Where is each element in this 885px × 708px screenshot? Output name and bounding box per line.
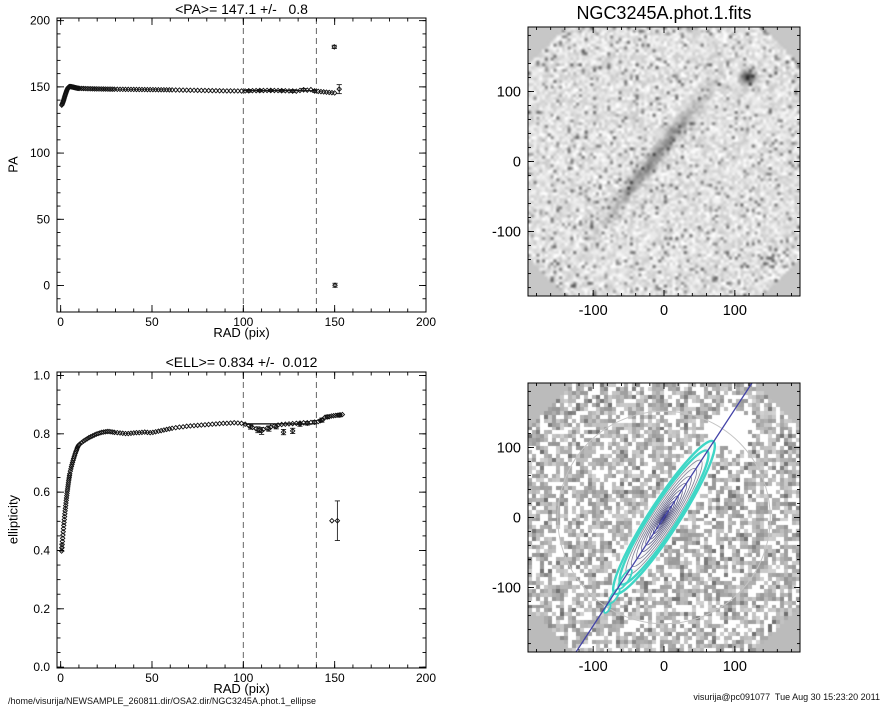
- svg-text:0.2: 0.2: [33, 602, 50, 616]
- svg-text:200: 200: [416, 315, 436, 329]
- ell_profile-points: [58, 411, 346, 554]
- svg-text:1.0: 1.0: [33, 368, 50, 382]
- svg-text:0: 0: [660, 659, 668, 675]
- svg-text:50: 50: [145, 315, 159, 329]
- svg-text:50: 50: [145, 671, 159, 685]
- svg-text:0.4: 0.4: [33, 543, 50, 557]
- svg-text:100: 100: [497, 440, 521, 456]
- svg-text:0.8: 0.8: [33, 427, 50, 441]
- rad-axis-label-top: RAD (pix): [213, 325, 270, 340]
- pa_profile-points: [58, 44, 343, 289]
- pa_profile-plot: 0 50 100 150 200 0 50 100 150 200: [30, 14, 436, 329]
- svg-text:100: 100: [497, 84, 521, 100]
- ell_profile-plot: 0 50 100 150 200 0.0 0.2 0.4 0.6 0.8 1.0: [33, 368, 436, 685]
- ell-plot-title: <ELL>= 0.834 +/- 0.012: [165, 354, 318, 370]
- svg-text:150: 150: [325, 671, 345, 685]
- svg-text:-100: -100: [579, 659, 608, 675]
- svg-text:200: 200: [30, 14, 50, 28]
- svg-text:0: 0: [513, 511, 521, 527]
- pa-plot-title: <PA>= 147.1 +/- 0.8: [175, 1, 308, 17]
- footer-user-timestamp: visurija@pc091077 Tue Aug 30 15:23:20 20…: [693, 692, 880, 702]
- svg-text:-100: -100: [492, 581, 521, 597]
- pa_profile-axes: 0 50 100 150 200 0 50 100 150 200: [30, 14, 436, 329]
- svg-text:50: 50: [37, 212, 51, 226]
- pa-axis-label: PA: [5, 156, 21, 173]
- galaxy_image-axes: -100 0 100 -100 0 100: [492, 26, 801, 319]
- svg-text:0: 0: [43, 279, 50, 293]
- svg-text:100: 100: [233, 671, 253, 685]
- svg-text:100: 100: [233, 315, 253, 329]
- galaxy-image-canvas: [528, 27, 800, 296]
- svg-text:150: 150: [325, 315, 345, 329]
- svg-text:0: 0: [660, 303, 668, 319]
- svg-text:0.6: 0.6: [33, 485, 50, 499]
- ell_profile-axes: 0 50 100 150 200 0.0 0.2 0.4 0.6 0.8 1.0: [33, 368, 436, 685]
- svg-text:100: 100: [723, 303, 747, 319]
- footer-file-path: /home/visurija/NEWSAMPLE_260811.dir/OSA2…: [8, 696, 316, 706]
- contour_image-axes: -100 0 100 -100 0 100: [492, 382, 801, 675]
- svg-text:-100: -100: [492, 225, 521, 241]
- rad-axis-label-bottom: RAD (pix): [213, 681, 270, 696]
- svg-text:200: 200: [416, 671, 436, 685]
- svg-text:0: 0: [57, 671, 64, 685]
- svg-text:100: 100: [723, 659, 747, 675]
- ellipticity-axis-label: ellipticity: [5, 494, 21, 545]
- svg-text:-100: -100: [579, 303, 608, 319]
- svg-text:100: 100: [30, 146, 50, 160]
- fits-filename-title: NGC3245A.phot.1.fits: [576, 3, 752, 23]
- svg-text:0: 0: [513, 155, 521, 171]
- svg-text:150: 150: [30, 80, 50, 94]
- svg-text:0: 0: [57, 315, 64, 329]
- svg-text:0.0: 0.0: [33, 660, 50, 674]
- isophote-overlay: [557, 383, 771, 652]
